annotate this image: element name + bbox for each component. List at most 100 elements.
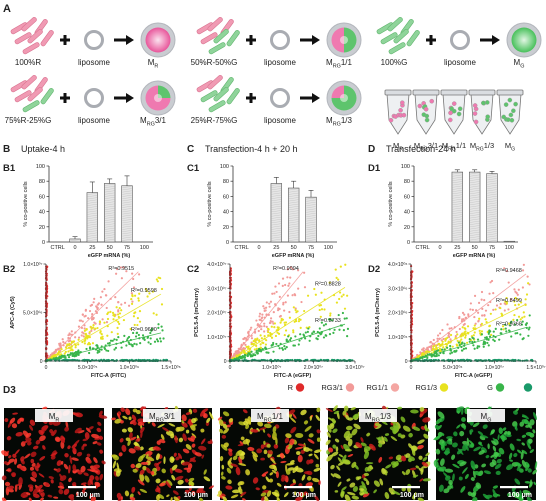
y-tick-label: 40 xyxy=(39,210,45,216)
scatter-point xyxy=(446,323,449,326)
x-tick-label: 0 xyxy=(410,365,413,371)
bar-hatch xyxy=(288,214,299,217)
scatter-point xyxy=(49,358,52,362)
cell-spot xyxy=(240,436,245,441)
cell-spot xyxy=(96,427,102,433)
y-tick-label: 0 xyxy=(224,359,227,365)
cell-spot xyxy=(280,476,286,482)
bar-hatch xyxy=(452,216,463,219)
scatter-point xyxy=(306,294,310,297)
scatter-point xyxy=(136,323,139,327)
cell-spot xyxy=(384,492,390,500)
cell-spot xyxy=(222,423,228,429)
scatter-point xyxy=(260,337,263,340)
cell-spot xyxy=(336,465,341,471)
scatter-point xyxy=(243,349,246,352)
cell-spot xyxy=(118,452,123,457)
mrna-rod xyxy=(40,30,54,47)
cell-spot xyxy=(230,494,239,499)
cell-spot xyxy=(22,494,29,499)
cell-spot xyxy=(198,445,207,451)
scatter-point xyxy=(100,358,103,361)
bar-hatch xyxy=(469,205,480,208)
scatter-point xyxy=(480,333,483,336)
bar-hatch xyxy=(104,197,115,199)
scatter-point xyxy=(265,339,268,342)
scatter-point xyxy=(229,325,233,328)
cell-spot xyxy=(464,473,469,480)
scatter-point xyxy=(471,308,474,311)
bar-hatch xyxy=(271,210,282,213)
scatter-point xyxy=(449,338,452,341)
cell-spot xyxy=(54,436,61,443)
scatter-point xyxy=(110,331,113,334)
scatter-point xyxy=(299,326,302,329)
bar-hatch xyxy=(271,225,282,228)
bar-hatch xyxy=(288,203,299,206)
scatter-point xyxy=(62,340,65,344)
vesicle-icon xyxy=(326,80,362,116)
vesicle-icon xyxy=(140,80,176,116)
scatter-series: R²=0.9094 xyxy=(228,266,307,363)
scatter-point xyxy=(101,318,104,321)
scatter-point xyxy=(77,353,80,357)
scatter-point xyxy=(83,342,86,345)
mrna-rod xyxy=(226,30,240,47)
m-main: M xyxy=(326,116,333,125)
scatter-point xyxy=(494,308,497,311)
cell-spot xyxy=(29,424,34,431)
cell-spot xyxy=(128,448,136,454)
y-tick-label: 1.0×10⁰⁶ xyxy=(388,335,408,341)
cell-spot xyxy=(8,455,12,459)
x-tick-label: 5.0×10⁰⁶ xyxy=(443,365,463,371)
bar-hatch xyxy=(122,197,132,199)
scatter-point xyxy=(270,344,273,347)
scatter-point xyxy=(77,343,80,346)
cell-spot xyxy=(304,425,312,432)
m-sub: RG xyxy=(333,122,341,128)
arrow-icon xyxy=(300,38,313,42)
tube-icon: MRG1/3 xyxy=(468,89,496,152)
cell-spot xyxy=(84,432,90,440)
scatter-point xyxy=(280,319,283,322)
scatter-point xyxy=(132,331,135,335)
cell-spot xyxy=(395,454,402,461)
cell-spot xyxy=(290,460,295,464)
micrograph-title: MG xyxy=(481,412,492,424)
scatter-point xyxy=(318,327,321,330)
cell-spot xyxy=(408,443,413,449)
cell-spot xyxy=(135,463,142,469)
tube-particle xyxy=(448,110,453,116)
cell-spot xyxy=(82,438,88,442)
cell-spot xyxy=(41,426,47,432)
cell-spot xyxy=(344,448,352,452)
cell-spot xyxy=(156,494,160,501)
cell-spot xyxy=(68,477,72,483)
scatter-point xyxy=(266,327,270,330)
scatter-point xyxy=(460,342,463,346)
bar-hatch xyxy=(469,218,480,221)
y-axis-label: % co-positive cells xyxy=(207,181,213,226)
scatter-point xyxy=(499,306,502,310)
cell-spot xyxy=(519,490,522,497)
bar-hatch xyxy=(104,221,115,224)
scatter-point xyxy=(503,309,506,312)
result-label: MR xyxy=(148,58,159,70)
cell-spot xyxy=(89,478,94,485)
cell-spot xyxy=(443,488,450,494)
bar-hatch xyxy=(469,172,480,175)
cell-spot xyxy=(156,461,162,466)
y-tick-label: 2.0×10⁰⁷ xyxy=(207,311,226,317)
cell-spot xyxy=(122,415,128,420)
bar-hatch xyxy=(122,199,132,202)
bar-hatch xyxy=(122,221,132,224)
scatter-point xyxy=(453,350,456,353)
cell-spot xyxy=(373,489,377,494)
liposome-icon xyxy=(270,88,290,108)
scatter-point xyxy=(509,298,512,301)
cell-spot xyxy=(273,443,279,449)
cell-spot xyxy=(82,489,86,494)
scatter-point xyxy=(120,277,124,280)
bar-hatch xyxy=(487,200,497,203)
scatter-point xyxy=(259,343,262,346)
